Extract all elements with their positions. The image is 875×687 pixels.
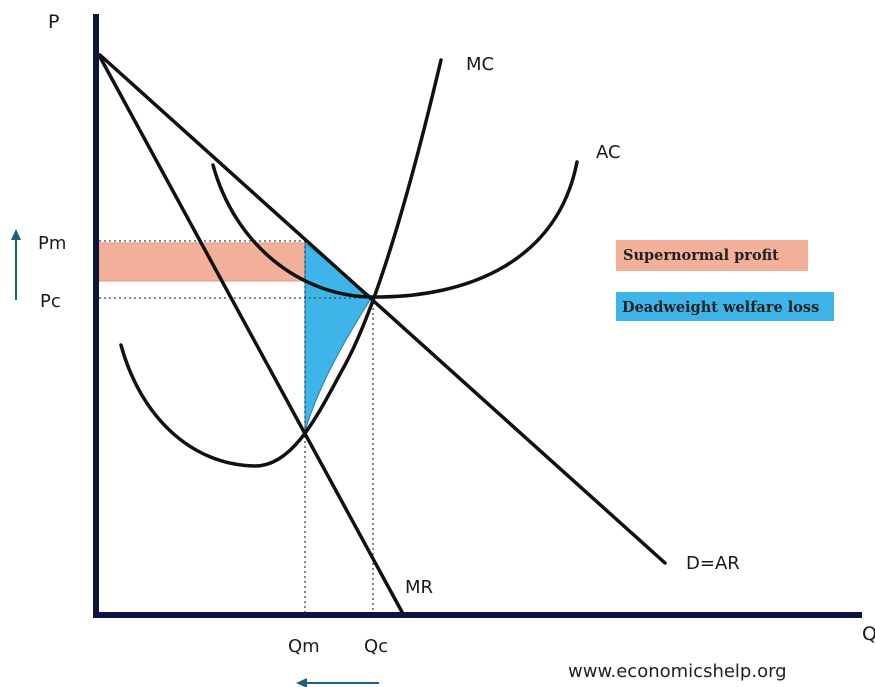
price-up-arrow-icon <box>11 229 21 300</box>
legend-swatch-deadweight <box>616 292 834 321</box>
legend-deadweight-loss: Deadweight welfare loss <box>616 292 834 321</box>
deadweight-loss-area <box>304 241 373 433</box>
mc-label: MC <box>466 54 494 75</box>
y-axis-label: P <box>48 11 59 33</box>
quantity-left-arrow-icon <box>296 678 379 687</box>
mr-label: MR <box>405 577 433 598</box>
demand-curve <box>98 53 667 565</box>
qc-label: Qc <box>364 636 388 657</box>
pc-label: Pc <box>40 291 61 312</box>
qm-label: Qm <box>288 636 320 657</box>
mr-curve <box>98 55 404 614</box>
ac-curve <box>211 160 579 299</box>
mc-curve <box>119 58 443 468</box>
legend-label-profit: Supernormal profit <box>623 247 779 264</box>
supernormal-profit-area <box>98 242 306 282</box>
legend-label-deadweight: Deadweight welfare loss <box>622 299 819 316</box>
legend-swatch-profit <box>616 240 808 271</box>
legend-supernormal-profit: Supernormal profit <box>616 240 808 271</box>
pm-label: Pm <box>38 233 66 254</box>
ac-label: AC <box>596 142 621 163</box>
demand-label: D=AR <box>686 553 740 574</box>
x-axis-label: Q <box>862 623 875 645</box>
source-text: www.economicshelp.org <box>568 661 787 682</box>
